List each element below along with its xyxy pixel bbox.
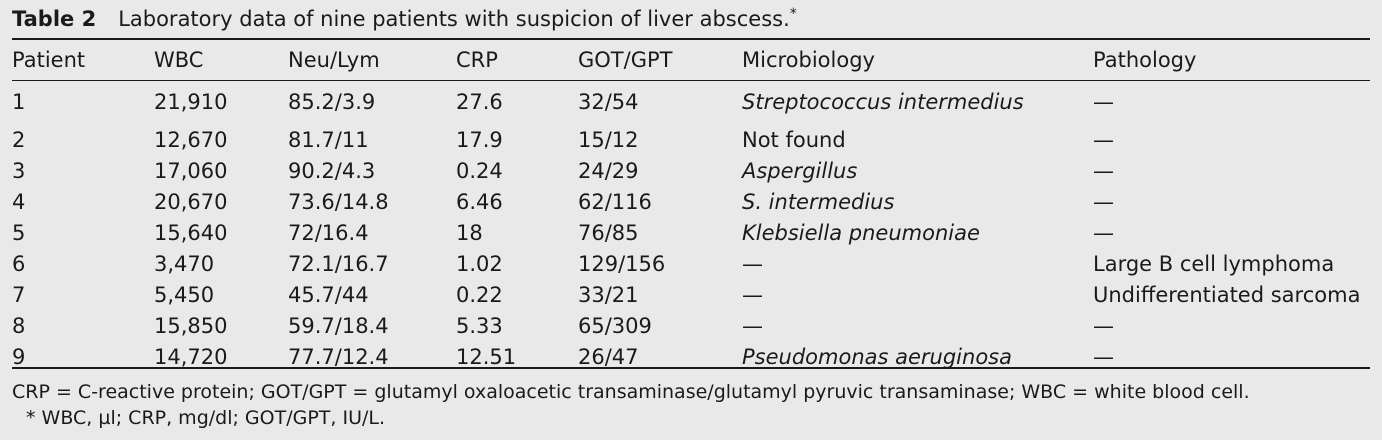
cell-pathology: — bbox=[1093, 127, 1114, 152]
cell-wbc: 20,670 bbox=[154, 189, 228, 214]
table-row: 7 5,450 45.7/44 0.22 33/21 — Undifferentiated … bbox=[12, 279, 1368, 310]
cell-pathology: — bbox=[1093, 189, 1114, 214]
cell-crp: 1.02 bbox=[456, 251, 503, 276]
cell-pathology: Undifferentiated sarcoma bbox=[1093, 282, 1361, 307]
cell-patient: 3 bbox=[12, 158, 26, 183]
table-row: 4 20,670 73.6/14.8 6.46 62/116 S. intermedius… bbox=[12, 186, 1368, 217]
cell-patient: 9 bbox=[12, 344, 26, 369]
cell-crp: 12.51 bbox=[456, 344, 517, 369]
cell-pathology: — bbox=[1093, 90, 1114, 114]
cell-wbc: 17,060 bbox=[154, 158, 228, 183]
cell-wbc: 14,720 bbox=[154, 344, 228, 369]
cell-crp: 27.6 bbox=[456, 90, 503, 114]
cell-crp: 0.24 bbox=[456, 158, 503, 183]
header-pathology: Pathology bbox=[1093, 48, 1197, 72]
table-row: 2 12,670 81.7/11 17.9 15/12 Not found — bbox=[12, 124, 1368, 155]
header-neu-lym: Neu/Lym bbox=[288, 48, 380, 72]
header-patient: Patient bbox=[12, 48, 86, 72]
cell-neu-lym: 45.7/44 bbox=[288, 282, 369, 307]
cell-crp: 17.9 bbox=[456, 127, 503, 152]
cell-crp: 5.33 bbox=[456, 313, 503, 338]
table-row: 1 21,910 85.2/3.9 27.6 32/54 Streptococcus in… bbox=[12, 80, 1368, 124]
header-crp: CRP bbox=[456, 48, 498, 72]
lab-data-table: Patient WBC Neu/Lym CRP GOT/GPT Microbio… bbox=[12, 40, 1368, 372]
cell-neu-lym: 81.7/11 bbox=[288, 127, 369, 152]
cell-patient: 8 bbox=[12, 313, 26, 338]
caption-text: Laboratory data of nine patients with su… bbox=[118, 7, 790, 31]
cell-crp: 0.22 bbox=[456, 282, 503, 307]
table-top-rule bbox=[12, 38, 1370, 40]
cell-patient: 7 bbox=[12, 282, 26, 307]
cell-neu-lym: 73.6/14.8 bbox=[288, 189, 389, 214]
cell-microbiology: S. intermedius bbox=[742, 189, 895, 214]
cell-crp: 6.46 bbox=[456, 189, 503, 214]
cell-got-gpt: 129/156 bbox=[578, 251, 666, 276]
cell-pathology: — bbox=[1093, 313, 1114, 338]
table-header-rule bbox=[12, 80, 1370, 81]
cell-patient: 1 bbox=[12, 90, 26, 114]
cell-microbiology: Not found bbox=[742, 127, 846, 152]
table-label: Table 2 bbox=[12, 7, 97, 31]
cell-pathology: — bbox=[1093, 220, 1114, 245]
cell-microbiology: — bbox=[742, 313, 763, 338]
footnote-units: * WBC, µl; CRP, mg/dl; GOT/GPT, IU/L. bbox=[26, 407, 386, 429]
cell-microbiology: Aspergillus bbox=[742, 158, 858, 183]
cell-got-gpt: 76/85 bbox=[578, 220, 639, 245]
table-row: 6 3,470 72.1/16.7 1.02 129/156 — Large B cell … bbox=[12, 248, 1368, 279]
cell-pathology: — bbox=[1093, 158, 1114, 183]
cell-got-gpt: 33/21 bbox=[578, 282, 639, 307]
table-row: 9 14,720 77.7/12.4 12.51 26/47 Pseudomonas ae… bbox=[12, 341, 1368, 372]
cell-wbc: 3,470 bbox=[154, 251, 215, 276]
header-got-gpt: GOT/GPT bbox=[578, 48, 673, 72]
cell-got-gpt: 32/54 bbox=[578, 90, 639, 114]
caption-footnote-marker: * bbox=[789, 6, 797, 22]
cell-microbiology: Klebsiella pneumoniae bbox=[742, 220, 980, 245]
cell-patient: 5 bbox=[12, 220, 26, 245]
cell-got-gpt: 62/116 bbox=[578, 189, 652, 214]
cell-wbc: 5,450 bbox=[154, 282, 215, 307]
table-header-row: Patient WBC Neu/Lym CRP GOT/GPT Microbio… bbox=[12, 40, 1368, 80]
cell-wbc: 15,850 bbox=[154, 313, 228, 338]
table-caption: Table 2 Laboratory data of nine patients … bbox=[12, 0, 1382, 38]
cell-microbiology: — bbox=[742, 282, 763, 307]
cell-got-gpt: 24/29 bbox=[578, 158, 639, 183]
table-figure: Table 2 Laboratory data of nine patients … bbox=[0, 0, 1382, 38]
cell-microbiology: Streptococcus intermedius bbox=[742, 90, 1024, 114]
cell-neu-lym: 59.7/18.4 bbox=[288, 313, 389, 338]
cell-microbiology: Pseudomonas aeruginosa bbox=[742, 344, 1012, 369]
cell-got-gpt: 65/309 bbox=[578, 313, 652, 338]
cell-wbc: 15,640 bbox=[154, 220, 228, 245]
footnote-abbreviations: CRP = C-reactive protein; GOT/GPT = glut… bbox=[12, 381, 1250, 403]
cell-patient: 2 bbox=[12, 127, 26, 152]
cell-patient: 4 bbox=[12, 189, 26, 214]
header-wbc: WBC bbox=[154, 48, 204, 72]
cell-pathology: Large B cell lymphoma bbox=[1093, 251, 1335, 276]
table-row: 5 15,640 72/16.4 18 76/85 Klebsiella pneumoni… bbox=[12, 217, 1368, 248]
table-row: 3 17,060 90.2/4.3 0.24 24/29 Aspergillus — bbox=[12, 155, 1368, 186]
table-row: 8 15,850 59.7/18.4 5.33 65/309 — — bbox=[12, 310, 1368, 341]
cell-pathology: — bbox=[1093, 344, 1114, 369]
cell-crp: 18 bbox=[456, 220, 483, 245]
cell-got-gpt: 26/47 bbox=[578, 344, 639, 369]
cell-wbc: 12,670 bbox=[154, 127, 228, 152]
cell-neu-lym: 77.7/12.4 bbox=[288, 344, 389, 369]
cell-neu-lym: 72/16.4 bbox=[288, 220, 369, 245]
cell-got-gpt: 15/12 bbox=[578, 127, 639, 152]
table-footnotes: CRP = C-reactive protein; GOT/GPT = glut… bbox=[12, 379, 1250, 431]
cell-microbiology: — bbox=[742, 251, 763, 276]
table-bottom-rule bbox=[12, 367, 1370, 369]
cell-neu-lym: 72.1/16.7 bbox=[288, 251, 389, 276]
cell-wbc: 21,910 bbox=[154, 90, 228, 114]
cell-neu-lym: 90.2/4.3 bbox=[288, 158, 376, 183]
cell-patient: 6 bbox=[12, 251, 26, 276]
cell-neu-lym: 85.2/3.9 bbox=[288, 90, 376, 114]
header-microbiology: Microbiology bbox=[742, 48, 875, 72]
